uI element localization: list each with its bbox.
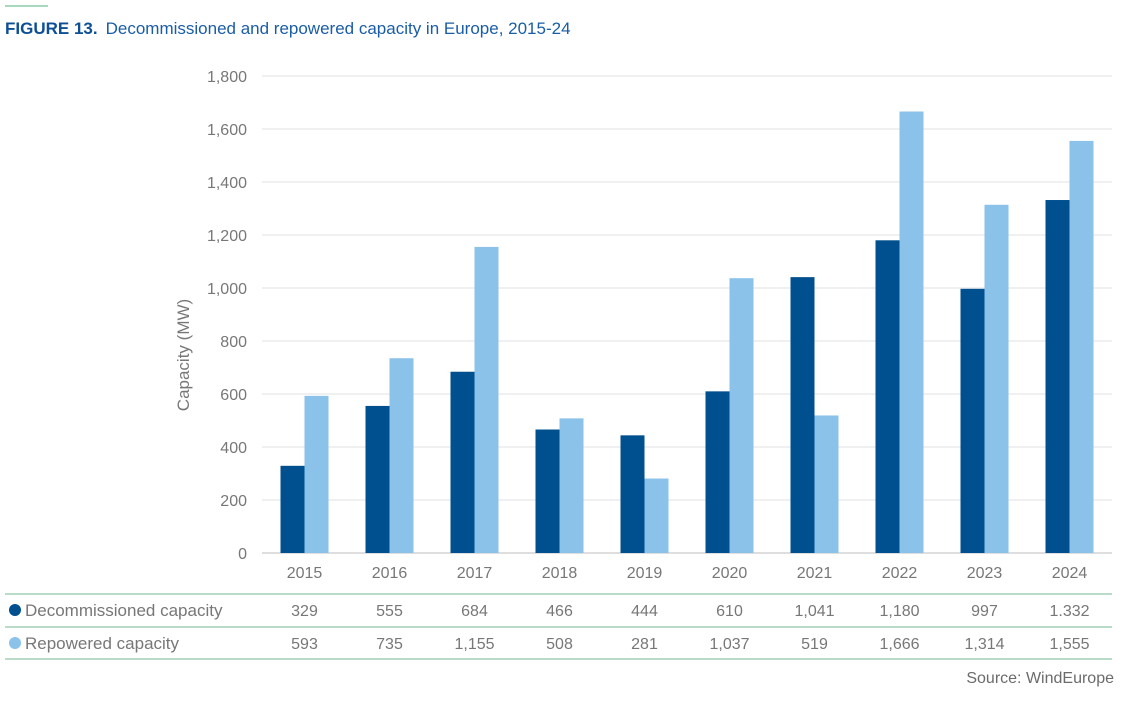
x-tick-label: 2023	[967, 565, 1003, 582]
table-value: 519	[801, 636, 828, 653]
table-value: 281	[631, 636, 658, 653]
table-value: 508	[546, 636, 573, 653]
x-tick-label: 2016	[372, 565, 408, 582]
y-tick-label: 800	[220, 334, 247, 351]
x-tick-label: 2019	[627, 565, 663, 582]
table-value: 684	[461, 603, 488, 620]
y-tick-label: 400	[220, 440, 247, 457]
figure-title: FIGURE 13. Decommissioned and repowered c…	[5, 19, 571, 39]
x-tick-label: 2021	[797, 565, 833, 582]
bar-decommissioned-2023	[960, 288, 985, 553]
legend-label: Decommissioned capacity	[25, 601, 223, 620]
bar-repowered-2020	[729, 278, 754, 553]
bar-repowered-2023	[984, 204, 1009, 554]
bar-repowered-2017	[474, 246, 499, 554]
y-tick-label: 600	[220, 387, 247, 404]
x-tick-label: 2022	[882, 565, 918, 582]
legend-marker-decommissioned	[9, 604, 21, 616]
table-value: 466	[546, 603, 573, 620]
bar-decommissioned-2019	[620, 435, 645, 553]
table-value: 1,041	[794, 603, 834, 620]
x-tick-label: 2018	[542, 565, 578, 582]
table-value: 1,666	[879, 636, 919, 653]
bar-repowered-2018	[559, 418, 584, 553]
bar-decommissioned-2015	[280, 465, 305, 553]
table-value: 1,180	[879, 603, 919, 620]
legend-marker-repowered	[9, 637, 21, 649]
bar-repowered-2021	[814, 415, 839, 553]
decorative-top-line	[5, 5, 48, 7]
table-value: 997	[971, 603, 998, 620]
bar-decommissioned-2017	[450, 371, 475, 553]
y-tick-label: 1,200	[207, 228, 247, 245]
y-tick-label: 1,000	[207, 281, 247, 298]
table-value: 735	[376, 636, 403, 653]
y-tick-label: 1,400	[207, 175, 247, 192]
table-value: 555	[376, 603, 403, 620]
y-tick-label: 1,800	[207, 69, 247, 86]
table-value: 610	[716, 603, 743, 620]
legend-label: Repowered capacity	[25, 634, 180, 653]
bar-decommissioned-2018	[535, 429, 560, 553]
y-axis-title: Capacity (MW)	[174, 299, 193, 411]
x-tick-label: 2017	[457, 565, 493, 582]
bar-repowered-2015	[304, 395, 329, 553]
bar-decommissioned-2022	[875, 240, 900, 554]
figure-label: FIGURE 13.	[5, 19, 98, 38]
table-value: 444	[631, 603, 658, 620]
bar-decommissioned-2020	[705, 391, 730, 553]
bar-repowered-2016	[389, 358, 414, 553]
y-tick-label: 200	[220, 493, 247, 510]
bar-repowered-2022	[899, 111, 924, 553]
table-value: 1,314	[964, 636, 1004, 653]
y-tick-label: 0	[238, 546, 247, 563]
table-value: 1,155	[454, 636, 494, 653]
y-tick-label: 1,600	[207, 122, 247, 139]
bar-repowered-2024	[1069, 140, 1094, 554]
figure-title-text: Decommissioned and repowered capacity in…	[105, 19, 571, 38]
table-value: 1.332	[1049, 603, 1089, 620]
bar-repowered-2019	[644, 478, 669, 553]
x-tick-label: 2015	[287, 565, 323, 582]
x-tick-label: 2020	[712, 565, 748, 582]
table-value: 329	[291, 603, 318, 620]
bar-decommissioned-2024	[1045, 200, 1070, 553]
table-value: 593	[291, 636, 318, 653]
bar-decommissioned-2021	[790, 277, 815, 553]
bar-decommissioned-2016	[365, 405, 390, 553]
table-value: 1,555	[1049, 636, 1089, 653]
source-note: Source: WindEurope	[966, 670, 1114, 687]
x-tick-label: 2024	[1052, 565, 1088, 582]
table-value: 1,037	[709, 636, 749, 653]
